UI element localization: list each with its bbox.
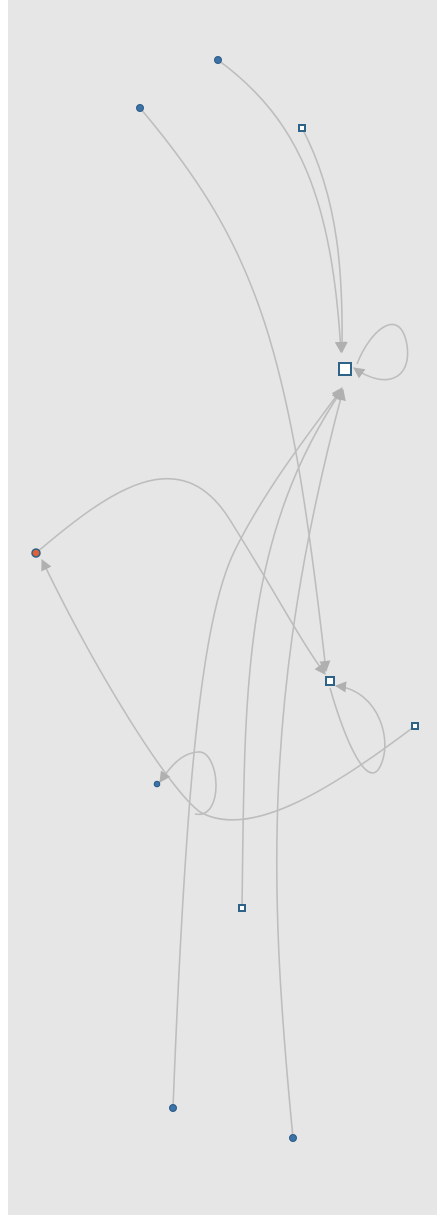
self-loop — [329, 681, 386, 774]
edge — [275, 388, 346, 1139]
edge — [172, 387, 343, 1109]
edge — [217, 59, 346, 354]
edge — [139, 107, 331, 673]
edge — [241, 389, 343, 909]
self-loop — [159, 751, 217, 815]
node — [289, 1134, 297, 1142]
node — [153, 780, 161, 788]
edge — [35, 477, 326, 675]
node — [325, 676, 335, 686]
node — [338, 362, 352, 376]
node — [136, 104, 144, 112]
node — [298, 124, 306, 132]
node — [31, 548, 41, 558]
node — [169, 1104, 177, 1112]
edge — [41, 558, 416, 821]
edge — [301, 127, 348, 354]
node — [238, 904, 246, 912]
node — [214, 56, 222, 64]
self-loop — [353, 323, 409, 381]
node — [411, 722, 419, 730]
canvas — [8, 0, 437, 1215]
